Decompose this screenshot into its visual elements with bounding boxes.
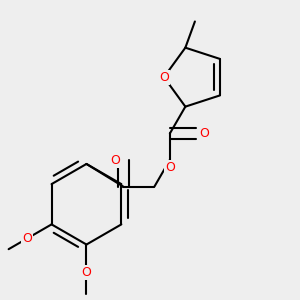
Text: O: O bbox=[159, 71, 169, 84]
Text: O: O bbox=[22, 232, 32, 245]
Text: O: O bbox=[110, 154, 120, 167]
Text: O: O bbox=[82, 266, 92, 279]
Text: O: O bbox=[199, 127, 209, 140]
Text: O: O bbox=[165, 161, 175, 174]
